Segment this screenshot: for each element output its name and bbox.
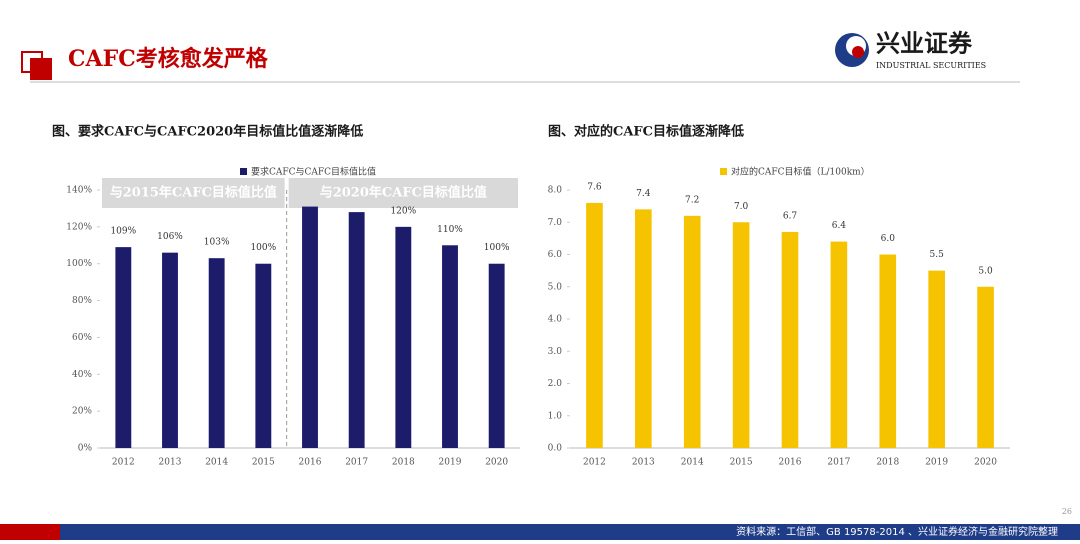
y-tick-label: 5.0 — [548, 282, 563, 292]
bar — [683, 215, 701, 448]
bar — [781, 231, 799, 448]
x-tick-label: 2016 — [299, 458, 322, 468]
value-label: 100% — [484, 243, 510, 253]
bar — [395, 226, 412, 448]
y-tick-label: 120% — [66, 222, 92, 232]
annotation: 与2020年CAFC目标值比值 — [320, 185, 487, 201]
footer-source: 资料来源：工信部、GB 19578-2014 、兴业证券经济与金融研究院整理 — [736, 525, 1058, 538]
bar — [635, 209, 652, 448]
bar — [928, 270, 945, 448]
page-title: CAFC考核愈发严格 — [68, 46, 269, 72]
y-tick-label: 0% — [78, 444, 93, 454]
bar — [830, 241, 848, 448]
x-tick-label: 2012 — [583, 458, 606, 468]
legend-label: 对应的CAFC目标值（L/100km） — [731, 166, 870, 178]
bar — [732, 222, 750, 448]
bar — [208, 258, 225, 448]
y-tick-label: 40% — [72, 370, 92, 380]
value-label: 6.4 — [832, 221, 847, 231]
y-tick-label: 7.0 — [548, 218, 563, 228]
legend-swatch — [240, 168, 247, 175]
value-label: 5.0 — [978, 266, 993, 276]
y-tick-label: 140% — [66, 186, 92, 196]
bar — [348, 212, 365, 448]
value-label: 103% — [204, 238, 230, 248]
bar — [488, 263, 505, 448]
x-tick-label: 2014 — [681, 458, 704, 468]
x-tick-label: 2019 — [925, 458, 948, 468]
value-label: 7.2 — [685, 195, 699, 205]
y-tick-label: 20% — [72, 407, 92, 417]
annotation-box — [102, 178, 285, 208]
y-tick-label: 3.0 — [548, 347, 563, 357]
y-tick-label: 60% — [72, 333, 92, 343]
x-tick-label: 2017 — [345, 458, 368, 468]
x-tick-label: 2018 — [392, 458, 415, 468]
page-number: 26 — [1062, 507, 1072, 516]
bar — [302, 206, 318, 448]
legend-swatch — [720, 168, 727, 175]
y-tick-label: 2.0 — [548, 379, 563, 389]
y-tick-label: 0.0 — [548, 444, 563, 454]
x-tick-label: 2020 — [485, 458, 508, 468]
x-tick-label: 2017 — [827, 458, 850, 468]
value-label: 6.0 — [881, 234, 896, 244]
value-label: 106% — [157, 232, 183, 242]
x-tick-label: 2018 — [876, 458, 899, 468]
logo-mark — [852, 46, 864, 58]
annotation-box — [288, 178, 518, 208]
legend-label: 要求CAFC与CAFC目标值比值 — [251, 166, 376, 178]
value-label: 109% — [110, 227, 136, 237]
value-label: 5.5 — [930, 250, 945, 260]
bar — [586, 202, 603, 448]
value-label: 7.4 — [636, 189, 651, 199]
bar — [442, 245, 458, 448]
chart-title: 图、对应的CAFC目标值逐渐降低 — [548, 124, 744, 140]
value-label: 7.0 — [734, 202, 749, 212]
y-tick-label: 80% — [72, 296, 92, 306]
bar — [977, 286, 994, 448]
chart-title: 图、要求CAFC与CAFC2020年目标值比值逐渐降低 — [52, 124, 363, 140]
x-tick-label: 2013 — [632, 458, 655, 468]
x-tick-label: 2015 — [252, 458, 275, 468]
footer-bar — [0, 524, 1080, 540]
value-label: 100% — [250, 243, 276, 253]
x-tick-label: 2014 — [205, 458, 228, 468]
title-icon — [30, 58, 52, 80]
y-tick-label: 8.0 — [548, 186, 563, 196]
x-tick-label: 2020 — [974, 458, 997, 468]
x-tick-label: 2016 — [779, 458, 802, 468]
y-tick-label: 1.0 — [548, 411, 563, 421]
y-tick-label: 6.0 — [548, 250, 563, 260]
logo-text: 兴业证券 — [876, 29, 973, 58]
logo-subtext: INDUSTRIAL SECURITIES — [876, 61, 986, 70]
bar — [162, 252, 178, 448]
x-tick-label: 2015 — [730, 458, 753, 468]
value-label: 120% — [390, 206, 416, 216]
annotation: 与2015年CAFC目标值比值 — [110, 185, 277, 201]
bar — [255, 263, 272, 448]
y-tick-label: 4.0 — [548, 315, 563, 325]
footer-accent — [0, 524, 60, 540]
x-tick-label: 2013 — [159, 458, 182, 468]
bar — [115, 247, 132, 448]
x-tick-label: 2012 — [112, 458, 135, 468]
value-label: 110% — [437, 225, 463, 235]
bar — [879, 254, 897, 448]
value-label: 6.7 — [783, 211, 798, 221]
y-tick-label: 100% — [66, 259, 92, 269]
x-tick-label: 2019 — [439, 458, 462, 468]
value-label: 7.6 — [587, 182, 602, 192]
